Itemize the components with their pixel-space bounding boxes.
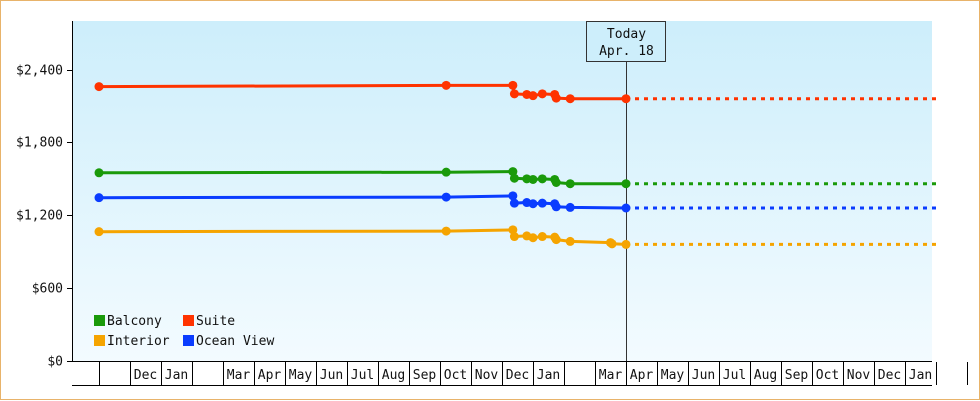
- month-label: Nov: [847, 368, 871, 383]
- today-marker: Today Apr. 18: [586, 21, 666, 361]
- month-axis: Dec Jan Mar Apr May Jun Jul Aug Sep Oct Nov Dec Jan M…: [72, 361, 968, 386]
- data-point-ocean-view: [621, 203, 631, 213]
- month-label: Sep: [413, 368, 437, 383]
- data-point-ocean-view: [508, 191, 518, 201]
- data-point-interior: [94, 227, 104, 237]
- legend-swatch-suite: [183, 315, 194, 326]
- data-point-interior: [621, 239, 631, 249]
- legend-label-balcony: Balcony: [107, 314, 162, 329]
- data-point-interior: [565, 236, 575, 246]
- data-point-suite: [551, 93, 561, 103]
- data-point-ocean-view: [565, 202, 575, 212]
- month-label: Jan: [537, 368, 560, 383]
- data-point-ocean-view: [94, 193, 104, 203]
- month-label: Apr: [630, 368, 654, 383]
- y-tick-label: $0: [47, 355, 63, 370]
- data-point-interior: [551, 235, 561, 245]
- legend: Balcony Suite Interior Ocean View: [94, 314, 274, 349]
- today-label: Today: [607, 27, 646, 42]
- month-label: Jun: [320, 368, 343, 383]
- series-interior: [94, 225, 936, 249]
- legend-swatch-interior: [94, 335, 105, 346]
- y-tick-label: $1,200: [16, 209, 63, 224]
- data-point-interior: [509, 232, 519, 242]
- data-point-suite: [94, 82, 104, 92]
- data-point-balcony: [509, 173, 519, 183]
- y-axis: $0 $600 $1,200 $1,800 $2,400: [16, 21, 73, 370]
- legend-swatch-balcony: [94, 315, 105, 326]
- data-point-ocean-view: [528, 199, 538, 209]
- data-point-balcony: [621, 179, 631, 189]
- month-label: Oct: [816, 368, 839, 383]
- month-label: Nov: [475, 368, 499, 383]
- legend-label-interior: Interior: [107, 334, 170, 349]
- data-point-balcony: [537, 174, 547, 184]
- series-ocean-view: [94, 191, 936, 213]
- data-point-suite: [508, 80, 518, 90]
- month-label: Jul: [351, 368, 374, 383]
- data-point-balcony: [528, 174, 538, 184]
- data-point-suite: [537, 89, 547, 99]
- data-point-interior: [441, 226, 451, 236]
- data-point-interior: [537, 232, 547, 242]
- data-point-ocean-view: [509, 198, 519, 208]
- month-label: Apr: [258, 368, 282, 383]
- series-balcony: [94, 167, 936, 189]
- month-label: Jun: [692, 368, 715, 383]
- legend-label-ocean-view: Ocean View: [196, 334, 274, 349]
- y-tick-label: $600: [32, 282, 63, 297]
- month-label: Sep: [785, 368, 809, 383]
- plot-area: [73, 21, 932, 361]
- data-point-suite: [441, 80, 451, 90]
- data-point-balcony: [565, 179, 575, 189]
- month-label: Dec: [134, 368, 157, 383]
- month-label: Mar: [599, 368, 623, 383]
- month-label: Oct: [444, 368, 467, 383]
- data-point-suite: [565, 94, 575, 104]
- y-tick-label: $1,800: [16, 136, 63, 151]
- data-point-ocean-view: [551, 202, 561, 212]
- month-label: Dec: [878, 368, 901, 383]
- data-point-suite: [509, 89, 519, 99]
- month-label: Jul: [723, 368, 746, 383]
- data-point-ocean-view: [441, 192, 451, 202]
- today-box: [586, 21, 666, 62]
- month-label: Jan: [165, 368, 188, 383]
- series-layer: [94, 80, 936, 249]
- y-tick-label: $2,400: [16, 64, 63, 79]
- data-point-ocean-view: [537, 198, 547, 208]
- data-point-interior: [607, 239, 617, 249]
- data-point-suite: [621, 94, 631, 104]
- legend-label-suite: Suite: [196, 314, 235, 329]
- data-point-balcony: [551, 178, 561, 187]
- series-suite: [94, 80, 936, 104]
- month-label: Aug: [754, 368, 777, 383]
- today-date: Apr. 18: [599, 44, 654, 59]
- legend-swatch-ocean-view: [183, 335, 194, 346]
- month-label: Dec: [506, 368, 529, 383]
- month-label: Jan: [909, 368, 932, 383]
- data-point-suite: [528, 91, 538, 101]
- month-label: Mar: [227, 368, 251, 383]
- data-point-balcony: [441, 167, 451, 177]
- month-label: May: [289, 368, 313, 383]
- month-label: May: [661, 368, 685, 383]
- data-point-balcony: [94, 168, 104, 178]
- month-label: Aug: [382, 368, 405, 383]
- data-point-interior: [528, 233, 538, 243]
